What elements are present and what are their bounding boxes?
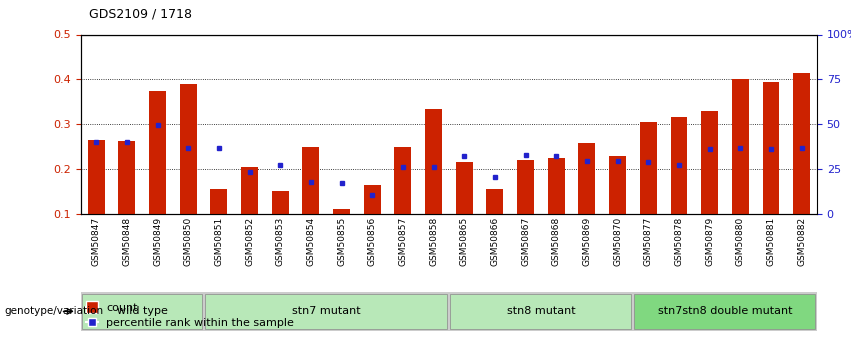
Text: stn7stn8 double mutant: stn7stn8 double mutant: [658, 306, 792, 316]
Bar: [701, 111, 718, 214]
Bar: [426, 108, 442, 214]
Bar: [180, 84, 197, 214]
Bar: [395, 147, 411, 214]
Bar: [450, 294, 631, 329]
Bar: [640, 122, 657, 214]
Bar: [210, 189, 227, 214]
Bar: [241, 167, 258, 214]
Bar: [205, 294, 448, 329]
Bar: [609, 156, 626, 214]
Text: stn7 mutant: stn7 mutant: [292, 306, 361, 316]
Bar: [732, 79, 749, 214]
Text: GDS2109 / 1718: GDS2109 / 1718: [89, 8, 192, 21]
Bar: [363, 185, 380, 214]
Bar: [271, 191, 288, 214]
Bar: [83, 294, 202, 329]
Bar: [635, 294, 815, 329]
Bar: [762, 81, 780, 214]
Bar: [579, 143, 596, 214]
Bar: [333, 209, 350, 214]
Text: genotype/variation: genotype/variation: [4, 306, 103, 316]
Text: stn8 mutant: stn8 mutant: [506, 306, 575, 316]
Bar: [302, 147, 319, 214]
Bar: [487, 189, 503, 214]
Bar: [149, 90, 166, 214]
Bar: [88, 140, 105, 214]
Text: wild type: wild type: [117, 306, 168, 316]
Bar: [118, 141, 135, 214]
Bar: [548, 158, 565, 214]
Bar: [517, 160, 534, 214]
Bar: [671, 117, 688, 214]
Legend: count, percentile rank within the sample: count, percentile rank within the sample: [87, 302, 294, 328]
Bar: [793, 73, 810, 214]
Bar: [456, 162, 472, 214]
